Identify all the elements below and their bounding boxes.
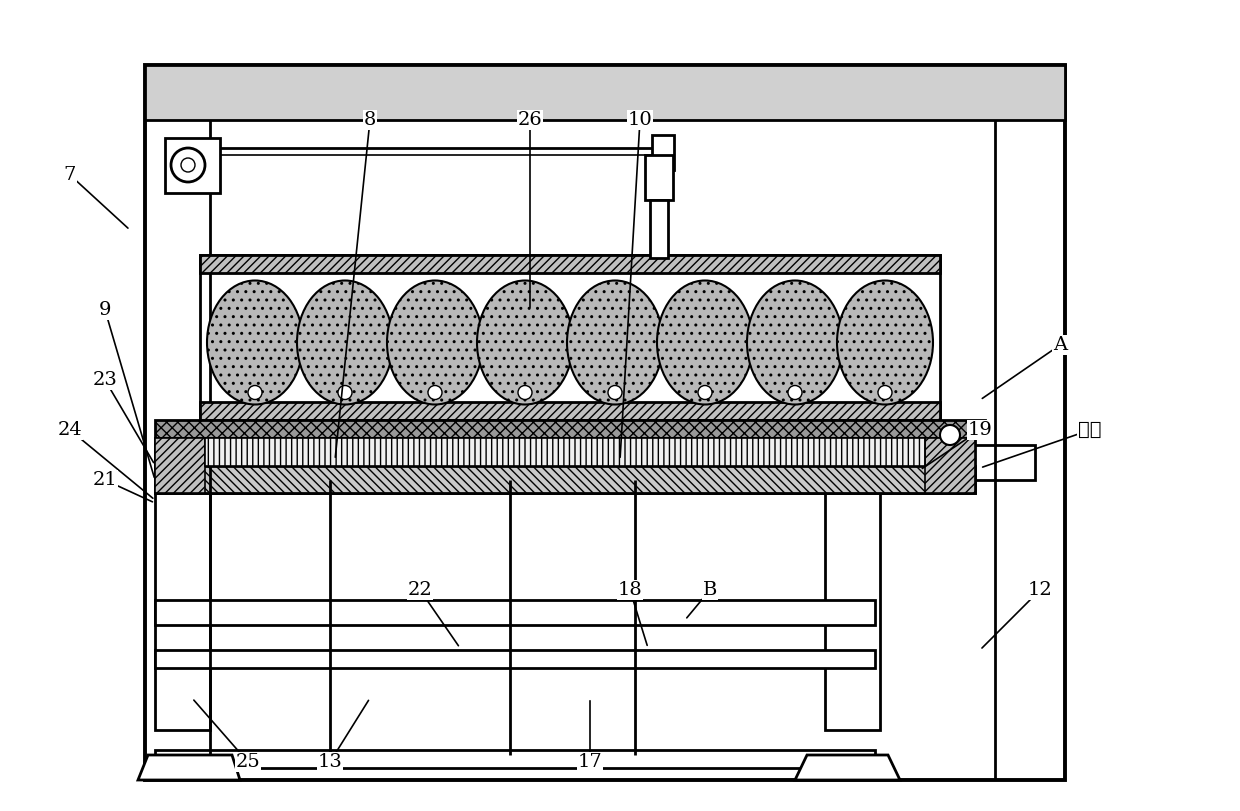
Bar	[200, 402, 940, 420]
Ellipse shape	[171, 148, 205, 182]
Ellipse shape	[698, 385, 712, 400]
Bar	[165, 138, 219, 193]
Ellipse shape	[477, 281, 573, 405]
Text: 9: 9	[99, 301, 112, 319]
Ellipse shape	[387, 281, 484, 405]
Text: 7: 7	[63, 166, 76, 184]
Polygon shape	[795, 755, 900, 780]
Ellipse shape	[428, 385, 441, 400]
Ellipse shape	[298, 281, 393, 405]
Bar	[652, 135, 675, 170]
Bar	[650, 200, 668, 258]
Ellipse shape	[878, 385, 892, 400]
Polygon shape	[138, 755, 241, 780]
Ellipse shape	[657, 281, 753, 405]
Ellipse shape	[746, 281, 843, 405]
Ellipse shape	[837, 281, 932, 405]
Text: 24: 24	[57, 421, 82, 439]
Bar	[645, 155, 673, 200]
Ellipse shape	[567, 281, 663, 405]
Ellipse shape	[940, 425, 960, 445]
Bar	[200, 255, 940, 420]
Ellipse shape	[518, 385, 532, 400]
Text: 26: 26	[517, 111, 542, 129]
Text: B: B	[703, 581, 717, 599]
Bar	[145, 65, 1065, 780]
Text: 21: 21	[93, 471, 118, 489]
Ellipse shape	[787, 385, 802, 400]
Ellipse shape	[248, 385, 262, 400]
Text: 18: 18	[618, 581, 642, 599]
Text: A: A	[1053, 336, 1068, 354]
Bar	[155, 420, 985, 438]
Bar	[155, 438, 205, 493]
Bar	[205, 438, 925, 466]
Ellipse shape	[207, 281, 303, 405]
Bar	[155, 480, 210, 730]
Text: 12: 12	[1028, 581, 1053, 599]
Text: 25: 25	[236, 753, 260, 771]
Bar	[155, 445, 1035, 480]
Bar	[155, 466, 975, 493]
Bar	[145, 65, 1065, 120]
Bar	[155, 438, 975, 493]
Bar	[825, 480, 880, 730]
Bar	[155, 650, 875, 668]
Bar	[925, 438, 975, 493]
Text: 薤片: 薤片	[1079, 421, 1102, 439]
Text: 17: 17	[578, 753, 603, 771]
Ellipse shape	[339, 385, 352, 400]
Bar	[155, 750, 875, 768]
Text: 22: 22	[408, 581, 433, 599]
Ellipse shape	[181, 158, 195, 172]
Text: 8: 8	[363, 111, 376, 129]
Text: 23: 23	[93, 371, 118, 389]
Text: 19: 19	[967, 421, 992, 439]
Text: 10: 10	[627, 111, 652, 129]
Bar	[155, 600, 875, 625]
Bar	[200, 255, 940, 273]
Text: 13: 13	[317, 753, 342, 771]
Ellipse shape	[608, 385, 622, 400]
